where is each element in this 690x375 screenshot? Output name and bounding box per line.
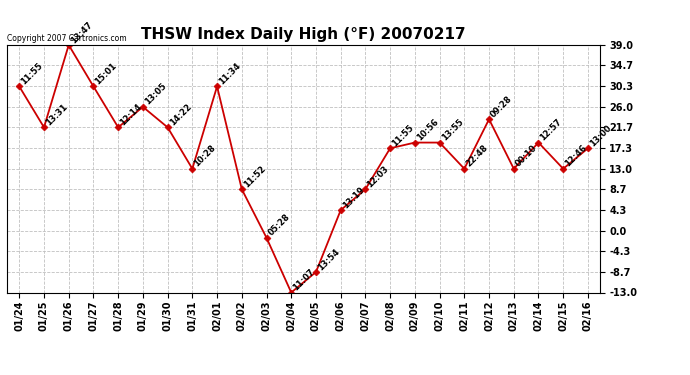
Text: 11:55: 11:55 (390, 123, 415, 148)
Text: 12:14: 12:14 (118, 102, 144, 128)
Text: 10:28: 10:28 (193, 144, 217, 169)
Text: 11:07: 11:07 (291, 267, 317, 292)
Text: 22:48: 22:48 (464, 144, 490, 169)
Text: 00:10: 00:10 (514, 144, 539, 169)
Text: Copyright 2007 Cartronics.com: Copyright 2007 Cartronics.com (7, 33, 126, 42)
Text: 13:00: 13:00 (588, 123, 613, 148)
Text: 15:01: 15:01 (93, 61, 119, 86)
Text: 13:54: 13:54 (316, 247, 342, 272)
Text: 11:34: 11:34 (217, 61, 242, 86)
Text: 14:22: 14:22 (168, 102, 193, 128)
Text: 13:05: 13:05 (143, 82, 168, 107)
Text: 11:55: 11:55 (19, 61, 45, 86)
Title: THSW Index Daily High (°F) 20070217: THSW Index Daily High (°F) 20070217 (141, 27, 466, 42)
Text: 12:46: 12:46 (563, 143, 589, 169)
Text: 09:28: 09:28 (489, 94, 514, 119)
Text: 10:56: 10:56 (415, 117, 440, 142)
Text: 13:55: 13:55 (440, 117, 465, 142)
Text: 13:31: 13:31 (44, 102, 69, 128)
Text: 13:19: 13:19 (341, 185, 366, 210)
Text: 11:52: 11:52 (241, 164, 267, 189)
Text: 13:47: 13:47 (69, 20, 94, 45)
Text: 05:28: 05:28 (266, 213, 292, 238)
Text: 12:57: 12:57 (538, 117, 564, 142)
Text: 12:03: 12:03 (366, 164, 391, 189)
